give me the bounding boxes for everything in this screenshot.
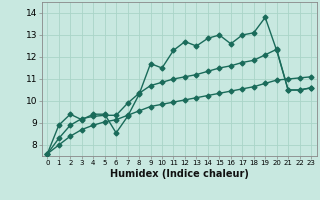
- X-axis label: Humidex (Indice chaleur): Humidex (Indice chaleur): [110, 169, 249, 179]
